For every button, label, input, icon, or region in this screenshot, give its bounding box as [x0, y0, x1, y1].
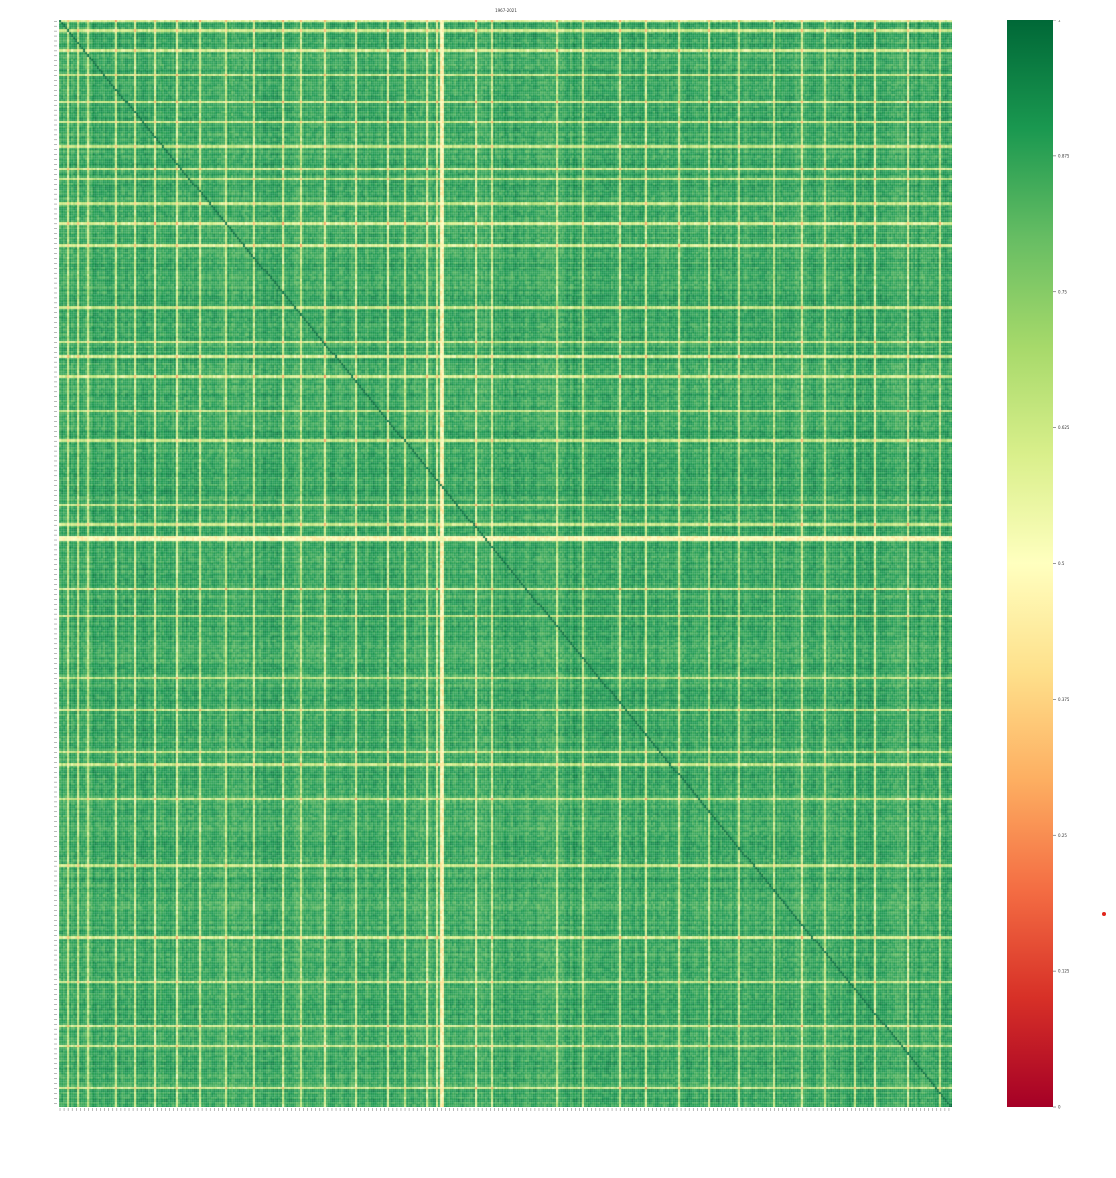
colorbar-tick-label: 0	[1058, 1105, 1061, 1110]
colorbar-tick-label: 1	[1058, 20, 1061, 23]
row-tick-labels	[54, 20, 57, 1104]
colorbar-tick-label: 0.375	[1058, 697, 1069, 702]
colorbar-tick-label: 0.5	[1058, 561, 1065, 566]
colorbar-tick-label: 0.625	[1058, 425, 1069, 430]
column-tick-labels	[59, 1108, 950, 1111]
colorbar-tick-label: 0.75	[1058, 289, 1067, 294]
colorbar: 0 0.125 0.25 0.375 0.5 0.625 0.75 0.875 1	[1007, 20, 1069, 1110]
heatmap-grid	[59, 20, 952, 1107]
red-dot-marker	[1102, 912, 1106, 916]
colorbar-tick-label: 0.25	[1058, 833, 1067, 838]
colorbar-tick-label: 0.875	[1058, 153, 1069, 158]
chart-title: 1967-2021	[495, 8, 517, 13]
colorbar-gradient	[1007, 20, 1053, 1107]
colorbar-tick-label: 0.125	[1058, 969, 1069, 974]
